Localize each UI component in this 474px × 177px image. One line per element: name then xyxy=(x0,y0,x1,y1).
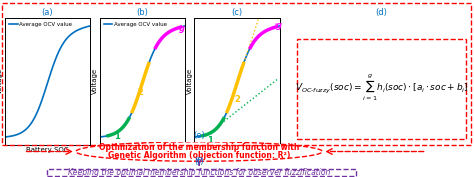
Text: (e): (e) xyxy=(193,131,205,140)
Text: 2: 2 xyxy=(137,88,143,97)
FancyBboxPatch shape xyxy=(47,169,356,176)
X-axis label: Battery SOC: Battery SOC xyxy=(216,147,258,153)
Ellipse shape xyxy=(76,142,322,161)
Text: g: g xyxy=(275,21,282,30)
Title: (d): (d) xyxy=(375,8,388,17)
Legend: Average OCV value: Average OCV value xyxy=(102,21,169,29)
Text: 1: 1 xyxy=(114,132,120,141)
X-axis label: Battery SOC: Battery SOC xyxy=(26,147,69,153)
Title: (b): (b) xyxy=(136,8,148,17)
Text: g: g xyxy=(179,24,185,33)
Y-axis label: Voltage: Voltage xyxy=(187,68,193,95)
Text: $V_{OC\text{-}fuzzy}(soc)=\sum_{i=1}^{g} h_i(soc)\cdot[a_i\cdot soc+b_i]$: $V_{OC\text{-}fuzzy}(soc)=\sum_{i=1}^{g}… xyxy=(295,73,468,103)
Text: Genetic Algorithm (objection function: R²): Genetic Algorithm (objection function: R… xyxy=(108,151,290,159)
Title: (c): (c) xyxy=(231,8,243,17)
Title: (a): (a) xyxy=(42,8,53,17)
Text: (f): (f) xyxy=(194,157,204,166)
FancyBboxPatch shape xyxy=(297,39,466,139)
Y-axis label: Voltage: Voltage xyxy=(92,68,98,95)
Text: 2: 2 xyxy=(234,95,240,104)
X-axis label: Battery SOC: Battery SOC xyxy=(121,147,164,153)
Text: Optimization of the membership function with: Optimization of the membership function … xyxy=(99,144,299,152)
Text: Keeping the optimal membership functions for observer fuzzification: Keeping the optimal membership functions… xyxy=(68,168,330,177)
Y-axis label: Voltage: Voltage xyxy=(0,68,3,95)
Legend: Average OCV value: Average OCV value xyxy=(8,21,74,29)
Text: 1: 1 xyxy=(207,136,213,145)
